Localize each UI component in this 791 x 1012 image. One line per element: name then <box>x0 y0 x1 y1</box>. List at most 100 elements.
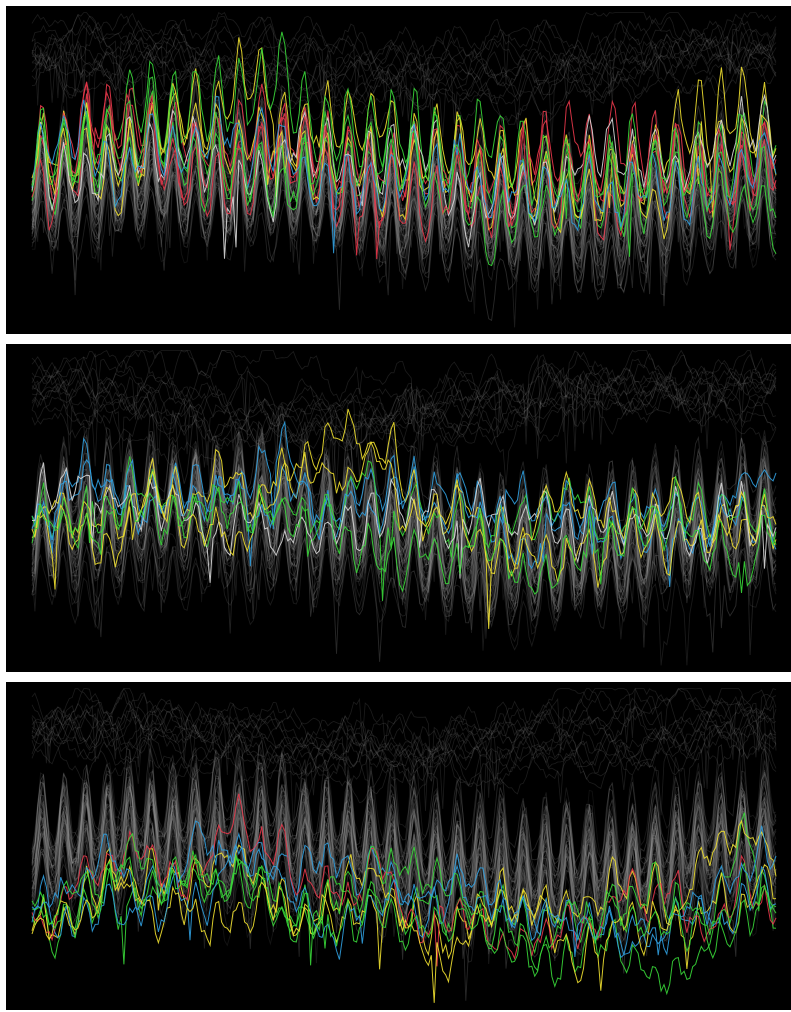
context-series-line <box>31 687 777 826</box>
context-series-line <box>31 697 777 809</box>
context-series-line <box>31 119 777 296</box>
context-series-line <box>31 745 777 900</box>
context-series-line <box>31 458 777 620</box>
context-series-line <box>31 361 777 480</box>
context-series-line <box>31 769 777 963</box>
context-series-line <box>31 760 777 915</box>
context-series-line <box>31 132 777 300</box>
highlighted-series-line <box>31 844 777 970</box>
highlighted-series-line <box>31 832 777 988</box>
context-series-line <box>31 787 777 939</box>
context-series-line <box>31 748 777 901</box>
context-series-line <box>31 161 777 322</box>
context-series-line <box>31 750 777 950</box>
context-series-line <box>31 745 777 949</box>
context-series-line <box>31 764 777 957</box>
context-series-line <box>31 694 777 801</box>
context-series-line <box>31 153 777 328</box>
context-series-line <box>31 12 777 134</box>
chart-panel-2 <box>6 344 791 672</box>
context-series-line <box>31 365 777 474</box>
context-series-line <box>31 789 777 973</box>
context-series-line <box>31 353 777 466</box>
context-series-line <box>31 138 777 310</box>
context-series-line <box>31 142 777 281</box>
context-series-line <box>31 138 777 264</box>
context-series-line <box>31 118 777 301</box>
context-series-line <box>31 350 777 486</box>
context-series-line <box>31 350 777 492</box>
context-series-line <box>31 20 777 123</box>
context-series-line <box>31 455 777 614</box>
context-series-line <box>31 762 777 925</box>
line-plot-3 <box>31 687 777 1003</box>
highlighted-series-line <box>31 440 777 590</box>
context-series-line <box>31 688 777 822</box>
context-series-line <box>31 703 777 787</box>
context-series-line <box>31 454 777 617</box>
context-series-line <box>31 452 777 617</box>
context-series-line <box>31 96 777 247</box>
context-series-line <box>31 791 777 941</box>
context-series-line <box>31 368 777 458</box>
highlighted-series-line <box>31 812 777 996</box>
context-series-line <box>31 458 777 603</box>
context-series-line <box>31 501 777 666</box>
context-series-line <box>31 406 777 630</box>
context-series-line <box>31 14 777 161</box>
context-series-line <box>31 350 777 465</box>
context-series-line <box>31 750 777 905</box>
context-series-line <box>31 773 777 925</box>
context-series-line <box>31 131 777 284</box>
context-series-line <box>31 699 777 786</box>
context-series-line <box>31 11 777 100</box>
context-series-line <box>31 787 777 955</box>
context-series-line <box>31 487 777 653</box>
context-series-line <box>31 356 777 455</box>
context-series-line <box>31 117 777 291</box>
context-series-line <box>31 15 777 138</box>
context-series-line <box>31 96 777 310</box>
context-series-line <box>31 431 777 601</box>
highlighted-series-line <box>31 456 777 601</box>
context-series-line <box>31 763 777 923</box>
context-series-line <box>31 772 777 945</box>
context-series-line <box>31 734 777 920</box>
context-series-line <box>31 692 777 795</box>
context-series-line <box>31 687 777 812</box>
highlighted-series-line <box>31 82 777 260</box>
context-series-line <box>31 37 777 156</box>
context-series-line <box>31 92 777 244</box>
context-series-line <box>31 34 777 114</box>
context-series-line <box>31 689 777 781</box>
context-series-line <box>31 757 777 929</box>
context-series-line <box>31 353 777 491</box>
context-series-line <box>31 141 777 293</box>
context-series-line <box>31 19 777 125</box>
highlighted-series-line <box>31 476 777 595</box>
context-series-line <box>31 128 777 296</box>
context-series-line <box>31 117 777 286</box>
context-series-line <box>31 431 777 606</box>
context-series-line <box>31 501 777 662</box>
context-series-line <box>31 351 777 481</box>
context-series-line <box>31 349 777 452</box>
context-series-line <box>31 451 777 608</box>
context-series-line <box>31 756 777 931</box>
context-series-line <box>31 91 777 258</box>
context-series-line <box>31 798 777 947</box>
context-series-line <box>31 352 777 459</box>
context-series-line <box>31 738 777 899</box>
context-series-line <box>31 714 777 816</box>
context-series-line <box>31 123 777 272</box>
highlighted-series-line <box>31 819 777 1003</box>
context-series-line <box>31 12 777 143</box>
context-series-line <box>32 148 777 314</box>
highlighted-series-line <box>31 462 777 583</box>
context-series-line <box>31 763 777 918</box>
highlighted-series-line <box>31 93 777 259</box>
context-series-line <box>31 800 777 924</box>
context-series-line <box>31 354 777 482</box>
context-series-line <box>31 706 777 804</box>
context-series-line <box>31 508 777 651</box>
